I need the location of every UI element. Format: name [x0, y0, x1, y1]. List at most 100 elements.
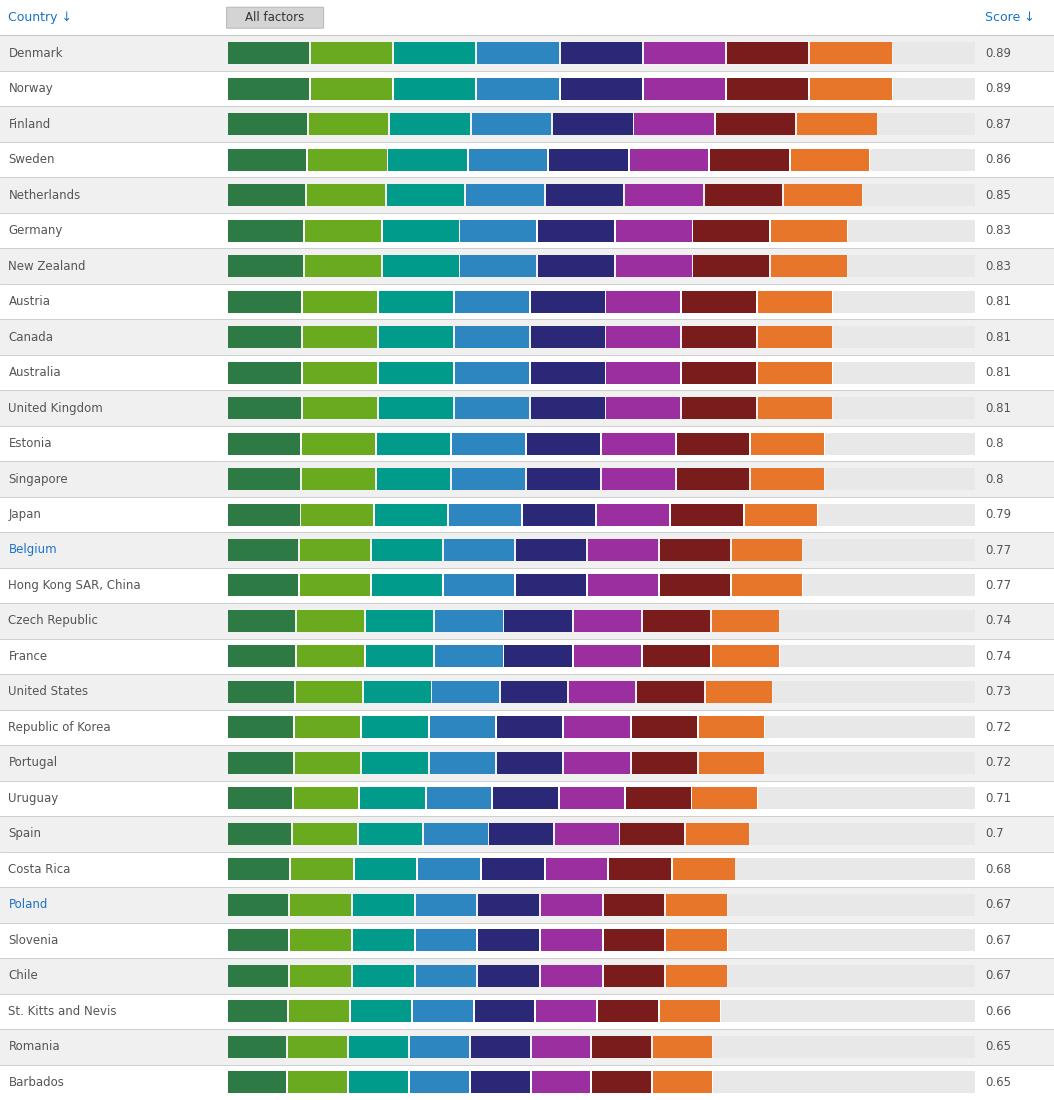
Bar — [306, 220, 380, 242]
Bar — [308, 148, 387, 170]
Bar — [531, 1036, 590, 1058]
Text: Netherlands: Netherlands — [8, 189, 81, 201]
Bar — [289, 1000, 349, 1022]
Bar — [758, 397, 832, 419]
Bar — [377, 468, 450, 490]
Bar — [228, 42, 309, 64]
Bar — [228, 113, 307, 135]
Bar — [353, 930, 413, 952]
Bar — [0, 710, 1054, 745]
Bar — [228, 326, 301, 348]
Bar — [772, 255, 846, 277]
Bar — [294, 788, 358, 810]
Bar — [546, 858, 607, 880]
Bar — [604, 930, 664, 952]
Text: 0.89: 0.89 — [985, 82, 1012, 96]
Bar — [731, 574, 802, 596]
Bar — [790, 148, 870, 170]
Bar — [0, 177, 1054, 213]
Bar — [455, 397, 529, 419]
Bar — [228, 610, 295, 632]
FancyBboxPatch shape — [227, 8, 324, 29]
Text: 0.81: 0.81 — [985, 402, 1012, 415]
Text: 0.89: 0.89 — [985, 46, 1012, 59]
Bar — [0, 851, 1054, 887]
Bar — [435, 610, 503, 632]
Bar — [0, 674, 1054, 710]
Bar — [736, 858, 975, 880]
Bar — [0, 319, 1054, 355]
Bar — [228, 148, 306, 170]
Bar — [477, 78, 559, 100]
Bar — [588, 539, 658, 561]
Bar — [609, 858, 671, 880]
Bar — [394, 42, 475, 64]
Bar — [604, 965, 664, 987]
Bar — [379, 397, 453, 419]
Bar — [364, 681, 430, 703]
Bar — [677, 468, 749, 490]
Bar — [455, 362, 529, 384]
Bar — [430, 752, 495, 774]
Bar — [0, 603, 1054, 639]
Bar — [606, 290, 680, 312]
Text: 0.73: 0.73 — [985, 685, 1012, 698]
Bar — [758, 326, 832, 348]
Bar — [772, 220, 846, 242]
Bar — [825, 432, 975, 454]
Bar — [713, 610, 780, 632]
Bar — [714, 1036, 975, 1058]
Bar — [616, 220, 691, 242]
Bar — [228, 397, 301, 419]
Bar — [862, 184, 975, 206]
Bar — [479, 965, 539, 987]
Bar — [351, 1000, 411, 1022]
Text: All factors: All factors — [246, 11, 305, 24]
Bar — [469, 148, 547, 170]
Text: 0.86: 0.86 — [985, 153, 1012, 166]
Bar — [758, 290, 832, 312]
Bar — [0, 923, 1054, 958]
Bar — [228, 78, 309, 100]
Bar — [653, 1036, 713, 1058]
Bar — [358, 823, 422, 845]
Bar — [304, 397, 377, 419]
Text: 0.65: 0.65 — [985, 1076, 1012, 1089]
Bar — [394, 78, 475, 100]
Bar — [653, 1071, 713, 1093]
Bar — [379, 290, 453, 312]
Text: Australia: Australia — [8, 366, 61, 379]
Text: 0.67: 0.67 — [985, 934, 1012, 947]
Bar — [366, 610, 433, 632]
Bar — [716, 113, 796, 135]
Text: Portugal: Portugal — [8, 757, 58, 769]
Text: 0.79: 0.79 — [985, 508, 1012, 521]
Bar — [307, 184, 385, 206]
Bar — [0, 958, 1054, 993]
Bar — [479, 930, 539, 952]
Bar — [360, 788, 425, 810]
Bar — [523, 504, 596, 526]
Bar — [0, 993, 1054, 1028]
Bar — [228, 1071, 287, 1093]
Text: France: France — [8, 650, 47, 663]
Bar — [0, 568, 1054, 603]
Bar — [228, 504, 299, 526]
Bar — [461, 255, 536, 277]
Bar — [415, 965, 476, 987]
Bar — [427, 788, 491, 810]
Bar — [228, 184, 306, 206]
Bar — [430, 716, 495, 738]
Bar — [304, 362, 377, 384]
Bar — [410, 1071, 469, 1093]
Bar — [606, 397, 680, 419]
Bar — [0, 426, 1054, 461]
Bar — [297, 610, 364, 632]
Bar — [833, 362, 975, 384]
Bar — [714, 1071, 975, 1093]
Bar — [505, 610, 571, 632]
Bar — [413, 1000, 472, 1022]
Bar — [721, 1000, 975, 1022]
Bar — [0, 745, 1054, 781]
Bar — [602, 432, 675, 454]
